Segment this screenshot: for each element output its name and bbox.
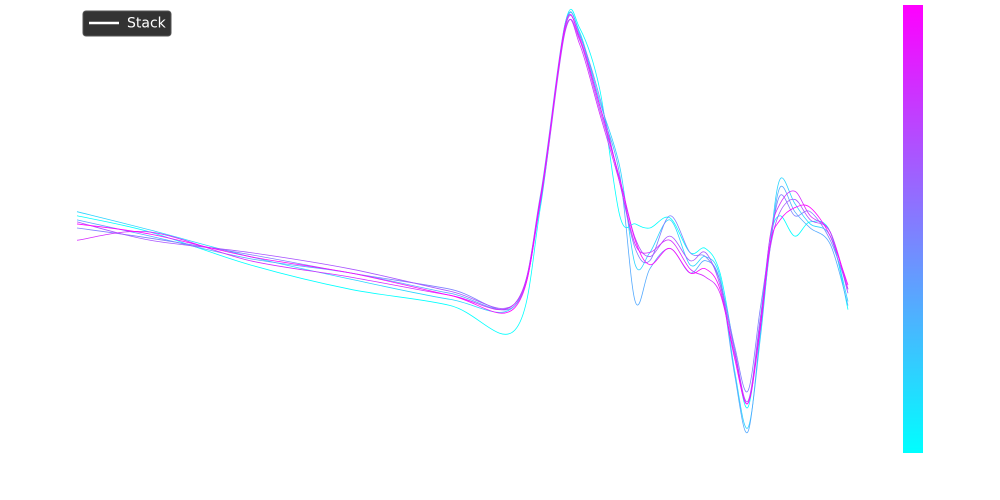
data-line	[76, 13, 849, 405]
data-line	[76, 11, 849, 434]
legend-label: Stack	[127, 16, 167, 32]
data-line	[76, 14, 849, 393]
legend: Stack	[82, 10, 172, 37]
colorbar	[903, 5, 923, 453]
plot-area	[76, 8, 849, 434]
data-line	[76, 12, 849, 429]
legend-box	[82, 10, 172, 37]
data-line	[76, 18, 849, 404]
